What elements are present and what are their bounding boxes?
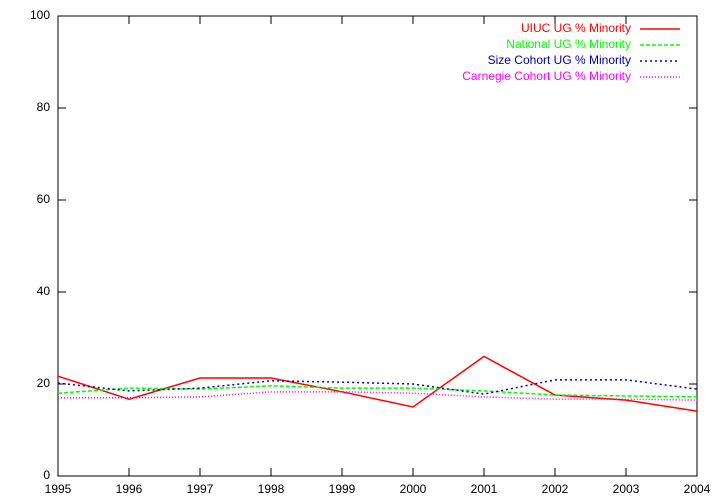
y-tick-label: 60 <box>37 192 51 206</box>
legend-label: UIUC UG % Minority <box>521 21 631 35</box>
y-tick-label: 100 <box>30 8 50 22</box>
y-tick-label: 40 <box>37 284 51 298</box>
legend-label: National UG % Minority <box>506 37 631 51</box>
x-tick-label: 1998 <box>258 482 285 496</box>
series-line <box>57 385 698 398</box>
y-tick-label: 80 <box>37 100 51 114</box>
y-tick-label: 20 <box>37 376 51 390</box>
x-tick-label: 1996 <box>116 482 143 496</box>
plot-frame <box>57 15 698 477</box>
series-line <box>57 379 698 395</box>
y-tick-label: 0 <box>43 468 50 482</box>
legend-label: Size Cohort UG % Minority <box>488 53 631 67</box>
x-tick-label: 2004 <box>684 482 711 496</box>
x-tick-label: 1999 <box>329 482 356 496</box>
x-tick-label: 2001 <box>471 482 498 496</box>
series-line <box>57 355 698 412</box>
x-tick-label: 2002 <box>542 482 569 496</box>
x-tick-label: 2000 <box>400 482 427 496</box>
x-tick-label: 2003 <box>613 482 640 496</box>
x-tick-label: 1995 <box>45 482 72 496</box>
legend-label: Carnegie Cohort UG % Minority <box>462 69 631 83</box>
x-tick-label: 1997 <box>187 482 214 496</box>
